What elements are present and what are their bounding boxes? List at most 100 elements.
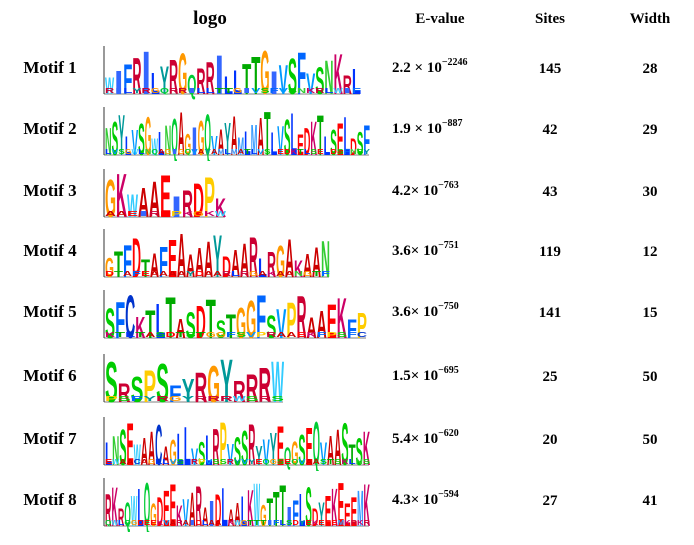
logo-letter: R <box>267 246 276 283</box>
logo-letter-minor: P <box>198 459 206 466</box>
logo-letter: G <box>198 110 205 161</box>
width-cell: 50 <box>642 369 658 385</box>
logo-letter-minor: A <box>170 520 176 527</box>
logo-letter: S <box>288 49 297 100</box>
logo-letter-minor: T <box>135 332 147 339</box>
logo-letter-minor: A <box>313 459 320 466</box>
logo-letter-minor: G <box>249 271 259 278</box>
logo-letter-minor: A <box>123 271 132 278</box>
logo-letter-minor: S <box>334 459 342 466</box>
logo-letter-minor: A <box>258 271 267 278</box>
logo-letter: R <box>249 227 258 283</box>
logo-letter-minor: S <box>177 459 185 466</box>
logo-letter: N <box>112 428 119 471</box>
logo-letter: R <box>258 357 271 408</box>
logo-letter-minor: L <box>221 520 229 527</box>
evalue-exponent: −750 <box>438 301 459 312</box>
logo-letter-minor: E <box>277 149 284 156</box>
logo-letter: C <box>125 288 135 344</box>
logo-letter: Y <box>213 227 222 283</box>
logo-letter-minor: Y <box>363 149 370 156</box>
logo-letter: P <box>220 415 227 471</box>
times-sign: × <box>410 183 424 199</box>
evalue-exponent: −695 <box>438 365 459 376</box>
logo-letter: M <box>238 132 245 161</box>
logo-letter: F <box>123 235 132 283</box>
logo-letter-minor: D <box>105 271 114 278</box>
logo-letter: E <box>277 415 284 471</box>
logo-letter-minor: Y <box>299 520 306 527</box>
times-sign: × <box>410 431 424 447</box>
logo-letter-minor: N <box>294 271 303 278</box>
base-ten: 10 <box>423 492 439 508</box>
motif-label: Motif 8 <box>23 490 77 509</box>
logo-letter: P <box>204 167 215 223</box>
logo-letter-minor: A <box>215 520 221 527</box>
logo-letter-minor: P <box>256 332 267 339</box>
logo-letter: S <box>284 110 291 161</box>
logo-letter: Y <box>224 113 231 161</box>
evalue-mantissa: 4.2 <box>392 183 411 199</box>
logo-letter-minor: K <box>307 332 317 339</box>
logo-letter-minor: T <box>260 520 268 527</box>
logo-letter-minor: V <box>298 459 306 466</box>
logo-letter: A <box>307 312 317 344</box>
logo-letter: V <box>306 68 315 100</box>
logo-letter: A <box>218 123 225 161</box>
logo-letter-minor: G <box>125 149 132 156</box>
sites-cell: 42 <box>542 122 558 138</box>
logo-letter: T <box>349 439 356 471</box>
logo-letter: D <box>193 174 204 223</box>
logo-letter: R <box>118 378 131 407</box>
logo-letter-minor: K <box>105 332 115 339</box>
logo-letter: S <box>357 125 364 161</box>
logo-letter-minor: L <box>271 149 279 156</box>
logo-letter: C <box>155 415 162 471</box>
logo-letter: N <box>324 51 333 100</box>
logo-letter: T <box>273 481 279 532</box>
base-ten: 10 <box>426 121 442 137</box>
logo-letter: D <box>304 120 311 161</box>
logo-letter-minor: T <box>224 88 235 95</box>
logo-letter: T <box>226 306 236 344</box>
logo-letter: S <box>216 315 226 344</box>
logo-letter: R <box>296 288 306 344</box>
logo-letter: E <box>168 228 177 283</box>
logo-letter-minor: E <box>331 520 338 527</box>
logo-letter: E <box>325 487 331 532</box>
logo-letter-minor: E <box>150 520 157 527</box>
logo-letter-minor: C <box>134 459 141 466</box>
logo-letter: I <box>191 118 198 161</box>
logo-letter-minor: L <box>196 88 207 95</box>
logo-letter-minor: T <box>114 271 125 278</box>
logo-letter: K <box>363 422 370 471</box>
logo-letter-minor: I <box>114 88 123 95</box>
logo-letter-minor: T <box>244 149 252 156</box>
logo-letter-minor: A <box>150 271 159 278</box>
logo-letter-minor: V <box>251 88 261 95</box>
logo-letter: K <box>111 476 117 532</box>
logo-letter-minor: K <box>291 149 298 156</box>
logo-letter: G <box>291 433 298 471</box>
logo-letter: G <box>276 237 285 283</box>
evalue-mantissa: 3.6 <box>392 304 411 320</box>
logo-letter: V <box>227 439 234 471</box>
logo-letter: L <box>224 71 233 100</box>
logo-letter-minor: A <box>285 271 294 278</box>
logo-letter: E <box>306 416 313 471</box>
logo-letter: S <box>105 352 118 408</box>
logo-letter: A <box>150 245 159 283</box>
logo-letter: D <box>350 133 357 160</box>
logo-letter-minor: A <box>208 520 214 527</box>
logo-letter: N <box>321 231 330 283</box>
logo-letter: F <box>363 118 370 161</box>
logo-letter: L <box>184 416 191 471</box>
logo-letter: V <box>183 491 190 532</box>
logo-letter: F <box>169 380 182 407</box>
logo-letter: F <box>256 288 266 344</box>
evalue-mantissa: 1.5 <box>392 368 411 384</box>
logo-letter-minor: S <box>220 459 228 466</box>
motif-label: Motif 1 <box>23 58 77 77</box>
